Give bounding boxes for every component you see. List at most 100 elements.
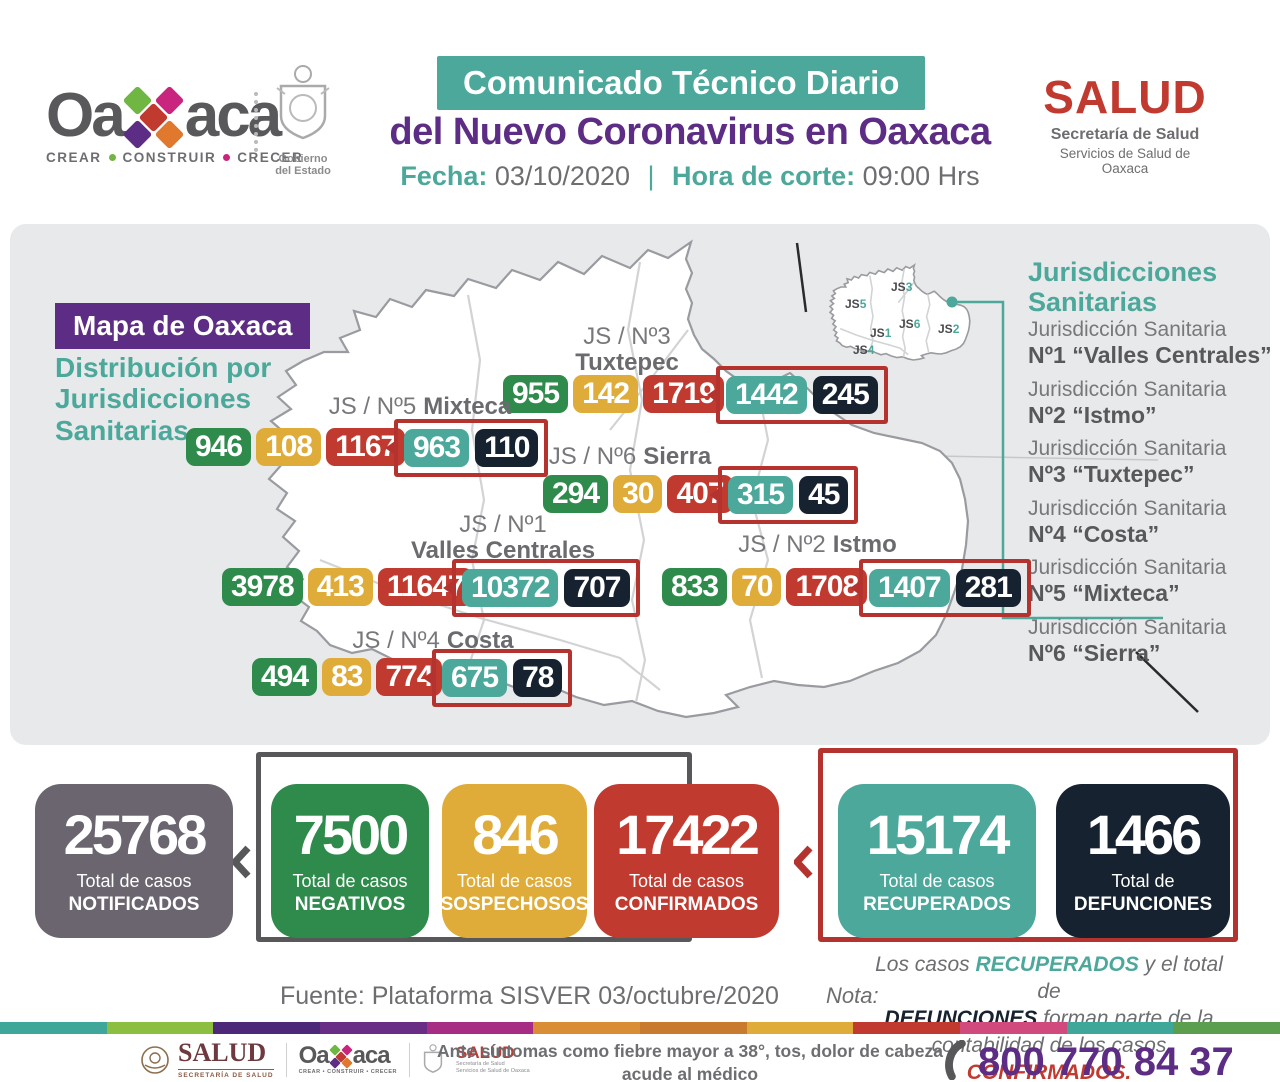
red-chevron-icon <box>794 845 813 879</box>
tagline-dot-magenta <box>223 154 231 161</box>
salud-line1: Secretaría de Salud <box>1050 126 1200 143</box>
region-badges-istmo: 833 70 1708 <box>662 568 868 606</box>
recuperados-badge: 1407 <box>869 569 950 607</box>
defunciones-badge: 281 <box>955 569 1021 607</box>
sospechosos-badge: 30 <box>613 475 663 513</box>
inset-label-js3: JS3 <box>891 280 913 294</box>
map-title: Mapa de Oaxaca <box>55 303 311 349</box>
region-outcome-box-tuxtepec: 1442 245 <box>707 366 888 424</box>
box-arrow-icon <box>850 579 863 597</box>
total-sospechosos-card: 846 Total de casos SOSPECHOSOS <box>441 784 588 938</box>
oaxaca-x-icon <box>328 1043 353 1069</box>
recuperados-badge: 1442 <box>726 376 807 414</box>
tagline-dot-green <box>108 154 116 161</box>
cutoff-label: Hora de corte: <box>672 161 856 191</box>
box-arrow-icon <box>707 386 720 404</box>
legend-item: Jurisdicción Sanitaria Nº3 “Tuxtepec” <box>1028 437 1227 488</box>
inset-label-js2: JS2 <box>938 322 960 336</box>
date-divider: | <box>647 161 655 191</box>
oaxaca-wordmark-left: Oa <box>46 81 126 150</box>
negativos-badge: 294 <box>543 475 609 513</box>
footer-crest-icon <box>423 1043 443 1073</box>
confirmados-badge: 1719 <box>643 375 724 413</box>
state-crest-icon <box>276 65 330 140</box>
region-badges-valles-centrales: 3978 413 11647 <box>222 568 473 606</box>
map-subtitle: Distribución por Jurisdicciones Sanitari… <box>55 352 272 446</box>
total-negativos-card: 7500 Total de casos NEGATIVOS <box>271 784 429 938</box>
recuperados-badge: 963 <box>404 429 470 467</box>
footer-salud-logo: SALUD Secretaría de Salud Servicios de S… <box>456 1043 530 1074</box>
total-confirmados-card: 17422 Total de casos CONFIRMADOS <box>594 784 779 938</box>
inset-label-js5: JS5 <box>845 297 867 311</box>
footer-logos: SALUD SECRETARÍA DE SALUD Oa aca CREAR •… <box>140 1040 530 1079</box>
defunciones-badge: 110 <box>475 429 539 467</box>
date-row: Fecha: 03/10/2020 | Hora de corte: 09:00… <box>330 161 1050 192</box>
phone-number: 800 770 84 37 <box>978 1040 1234 1082</box>
source-line: Fuente: Plataforma SISVER 03/octubre/202… <box>280 982 779 1010</box>
region-badges-mixteca: 946 108 1167 <box>186 428 406 466</box>
sospechosos-badge: 108 <box>256 428 322 466</box>
box-arrow-icon <box>709 486 722 504</box>
oaxaca-x-icon <box>122 85 185 150</box>
inset-label-js4: JS4 <box>853 343 875 357</box>
negativos-badge: 946 <box>186 428 252 466</box>
salud-line2: Servicios de Salud de Oaxaca <box>1059 146 1191 176</box>
total-recuperados-card: 15174 Total de casos RECUPERADOS <box>838 784 1036 938</box>
total-defunciones-card: 1466 Total de DEFUNCIONES <box>1056 784 1230 938</box>
defunciones-badge: 78 <box>513 659 563 697</box>
sospechosos-badge: 142 <box>573 375 639 413</box>
inset-label-js1: JS1 <box>870 326 892 340</box>
footer-divider <box>285 1042 287 1077</box>
negativos-badge: 494 <box>252 658 318 696</box>
box-arrow-icon <box>385 439 398 457</box>
state-government-emblem: Gobierno del Estado <box>272 64 334 177</box>
region-badges-sierra: 294 30 407 <box>543 475 733 513</box>
region-label-tuxtepec: JS / Nº3 Tuxtepec <box>575 323 679 377</box>
outcome-group-box <box>818 748 1238 942</box>
page-subtitle: del Nuevo Coronavirus en Oaxaca <box>389 111 991 153</box>
region-label-sierra: JS / Nº6 Sierra <box>548 443 712 470</box>
phone-icon <box>945 1040 966 1080</box>
defunciones-badge: 707 <box>564 569 630 607</box>
oaxaca-wordmark-right: aca <box>184 81 282 150</box>
region-outcome-box-istmo: 1407 281 <box>850 559 1031 617</box>
eagle-icon <box>141 1045 169 1074</box>
region-badges-tuxtepec: 955 142 1719 <box>503 375 724 413</box>
total-notificados-card: 25768 Total de casos NOTIFICADOS <box>35 784 233 938</box>
oaxaca-logo: Oa aca CREAR CONSTRUIR CRECER <box>46 81 304 165</box>
note-label: Nota: <box>826 983 879 1008</box>
recuperados-badge: 315 <box>728 476 794 514</box>
oaxaca-tagline: CREAR CONSTRUIR CRECER <box>46 150 304 165</box>
region-label-istmo: JS / Nº2 Istmo <box>738 531 897 558</box>
cutoff-value: 09:00 Hrs <box>862 161 980 191</box>
title-banner-text: Comunicado Técnico Diario <box>437 56 926 110</box>
legend-item: Jurisdicción Sanitaria Nº1 “Valles Centra… <box>1028 318 1272 369</box>
footer-advice: Ante síntomas como fiebre mayor a 38°, t… <box>437 1041 943 1082</box>
sospechosos-badge: 70 <box>732 568 782 606</box>
gray-chevron-icon <box>232 845 251 879</box>
footer-oaxaca-logo: Oa aca CREAR • CONSTRUIR • CRECER <box>298 1041 398 1075</box>
legend-item: Jurisdicción Sanitaria Nº5 “Mixteca” <box>1028 556 1227 607</box>
negativos-badge: 955 <box>503 375 569 413</box>
dotted-separator <box>254 92 258 152</box>
recuperados-badge: 10372 <box>462 569 559 607</box>
defunciones-badge: 45 <box>799 476 849 514</box>
legend-list: Jurisdicción Sanitaria Nº1 “Valles Centra… <box>1028 318 1272 675</box>
negativos-badge: 3978 <box>222 568 303 606</box>
box-arrow-icon <box>423 669 436 687</box>
region-badges-costa: 494 83 774 <box>252 658 442 696</box>
color-stripe <box>0 1022 1280 1034</box>
oaxaca-wordmark: Oa aca <box>46 81 303 150</box>
legend-item: Jurisdicción Sanitaria Nº2 “Istmo” <box>1028 377 1227 428</box>
confirmados-badge: 11647 <box>377 568 473 606</box>
footer-divider <box>409 1042 411 1077</box>
region-outcome-box-costa: 675 78 <box>423 649 573 707</box>
salud-wordmark: SALUD <box>1043 71 1207 123</box>
federal-salud-logo: SALUD SECRETARÍA DE SALUD <box>140 1040 274 1079</box>
legend-item: Jurisdicción Sanitaria Nº4 “Costa” <box>1028 496 1227 547</box>
inset-label-js6: JS6 <box>899 317 921 331</box>
region-outcome-box-sierra: 315 45 <box>709 466 859 524</box>
title-banner: Comunicado Técnico Diario <box>437 56 926 110</box>
date-label: Fecha: <box>400 161 488 191</box>
